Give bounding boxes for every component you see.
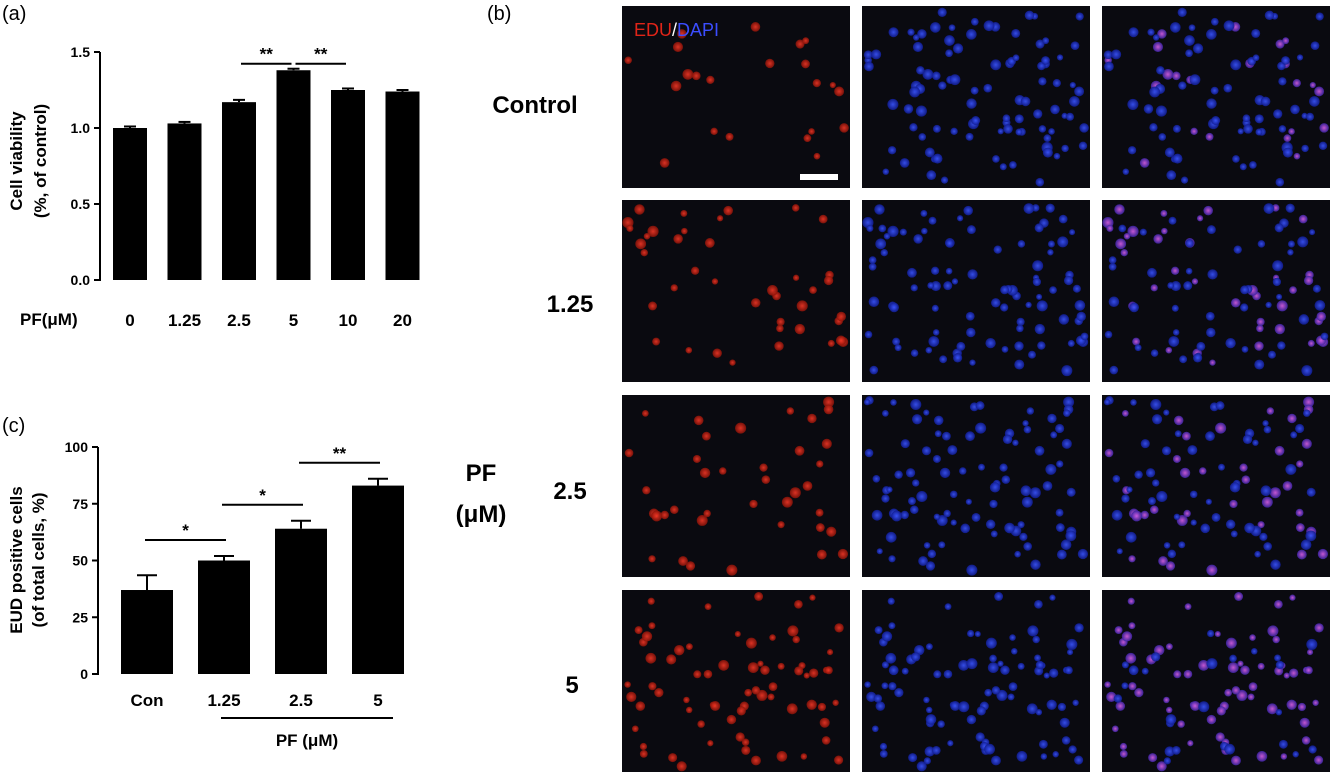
significance-label: ** (333, 444, 347, 463)
panel-label-a: (a) (2, 3, 26, 25)
x-tick-label: 1.25 (168, 311, 201, 330)
bar (222, 102, 256, 280)
x-tick-label: 2.5 (227, 311, 251, 330)
significance-label: * (182, 521, 189, 540)
bar (331, 90, 365, 280)
bar (385, 91, 420, 281)
bar (167, 123, 202, 280)
panel-label-b: (b) (487, 3, 511, 25)
row-label-5: 5 (565, 672, 578, 699)
scale-bar (800, 174, 838, 180)
micrograph-tile (1102, 395, 1330, 577)
chart-a-xlabel: PF(μM) (20, 310, 78, 329)
side-label-pf: PF (466, 460, 497, 487)
microscopy-grid (622, 6, 1330, 772)
micrograph-tile (622, 200, 850, 382)
x-tick-label: 1.25 (207, 691, 240, 710)
chart-c-xlabel: PF (μM) (276, 731, 338, 750)
significance-label: ** (260, 45, 274, 64)
legend-edu: EDU (634, 20, 672, 40)
bar (352, 485, 404, 674)
panel-label-c: (c) (2, 415, 25, 437)
chart-c: EUD positive cells (of total cells, %) P… (7, 439, 404, 750)
bar (275, 528, 327, 674)
bar (276, 70, 311, 281)
legend: EDU/DAPI (634, 20, 719, 40)
y-tick-label: 0.0 (71, 272, 91, 288)
chart-a-ylabel-line1: Cell viability (7, 111, 26, 211)
y-tick-label: 75 (72, 496, 88, 512)
micrograph-tile (622, 6, 850, 188)
y-tick-label: 50 (72, 553, 88, 569)
significance-label: * (259, 486, 266, 505)
y-tick-label: 1.0 (71, 120, 91, 136)
micrograph-tile (1102, 200, 1330, 382)
row-label-1-25: 1.25 (547, 291, 594, 318)
bar (113, 128, 147, 280)
row-label-2-5: 2.5 (553, 478, 586, 505)
x-tick-label: 20 (393, 311, 412, 330)
y-tick-label: 100 (65, 439, 89, 455)
chart-c-ylabel-line2: (of total cells, %) (29, 492, 48, 627)
micrograph-tile (1102, 6, 1330, 188)
micrograph-tile (622, 395, 850, 577)
micrograph-tile (862, 590, 1090, 772)
bar (121, 590, 173, 674)
y-tick-label: 0.5 (71, 196, 91, 212)
side-label-unit: (μM) (456, 501, 507, 528)
micrograph-tile (862, 395, 1090, 577)
chart-a-ylabel-line2: (%, of control) (31, 104, 50, 218)
x-tick-label: 0 (125, 311, 134, 330)
x-tick-label: Con (130, 691, 163, 710)
legend-dapi: DAPI (677, 20, 719, 40)
x-tick-label: 5 (289, 311, 298, 330)
x-tick-label: 5 (373, 691, 382, 710)
micrograph-tile (862, 6, 1090, 188)
x-tick-label: 10 (339, 311, 358, 330)
micrograph-tile (1102, 590, 1330, 772)
micrograph-tile (862, 200, 1090, 382)
micrograph-tile (622, 590, 850, 772)
chart-a: Cell viability (%, of control) PF(μM) 0.… (7, 44, 420, 330)
y-tick-label: 25 (72, 609, 88, 625)
bar (198, 560, 250, 674)
x-tick-label: 2.5 (289, 691, 313, 710)
y-tick-label: 0 (80, 666, 88, 682)
legend-separator: / (672, 20, 677, 40)
significance-label: ** (314, 45, 328, 64)
chart-c-ylabel-line1: EUD positive cells (7, 486, 26, 633)
row-label-control: Control (492, 92, 577, 119)
y-tick-label: 1.5 (71, 44, 91, 60)
